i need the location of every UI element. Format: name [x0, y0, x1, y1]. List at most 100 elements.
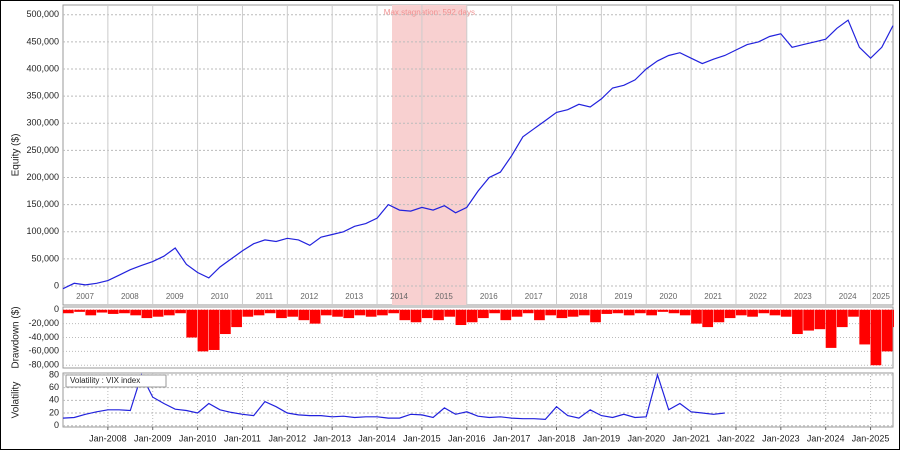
bar — [96, 309, 108, 313]
bar — [220, 309, 231, 335]
bar — [298, 309, 310, 321]
y-tick-label: -60,000 — [28, 346, 59, 356]
bar — [74, 309, 85, 312]
bar — [320, 309, 332, 316]
bar — [735, 309, 747, 316]
bar — [623, 309, 635, 316]
y-tick-label: 500,000 — [26, 9, 59, 19]
data-line — [62, 19, 894, 290]
bar — [478, 309, 489, 319]
bar — [421, 309, 433, 319]
bar — [332, 309, 343, 317]
bar — [713, 309, 725, 323]
legend-entry: Volatility : VIX index — [70, 376, 140, 385]
bar — [792, 309, 803, 335]
y-tick-label: 400,000 — [26, 63, 59, 73]
x-tick-label: Jan-2024 — [807, 433, 845, 443]
bar — [724, 309, 736, 319]
bar — [668, 309, 680, 314]
y-tick-label: 450,000 — [26, 36, 59, 46]
bar — [186, 309, 198, 338]
y-tick-label: 0 — [54, 304, 59, 314]
bar — [556, 309, 568, 319]
bar — [152, 309, 164, 317]
bar — [825, 309, 837, 348]
x-tick-label: Jan-2016 — [448, 433, 486, 443]
x-tick-label: Jan-2014 — [358, 433, 396, 443]
bar — [377, 309, 388, 316]
y-tick-label: 100,000 — [26, 226, 59, 236]
bar — [522, 309, 534, 314]
legend-box — [65, 374, 167, 388]
bar — [679, 309, 691, 316]
bar — [646, 309, 657, 316]
bar — [870, 309, 882, 366]
x-tick-label: 2012 — [300, 292, 318, 301]
bar — [107, 309, 119, 314]
x-tick-label: Jan-2015 — [403, 433, 441, 443]
plot-area — [62, 372, 894, 428]
bar — [119, 309, 130, 314]
bar — [893, 309, 894, 328]
x-tick-label: Jan-2010 — [179, 433, 217, 443]
x-tick-label: 2017 — [525, 292, 543, 301]
bar — [253, 309, 265, 316]
x-tick-label: Jan-2025 — [852, 433, 890, 443]
bar — [769, 309, 781, 316]
bar — [276, 309, 287, 319]
bar — [836, 309, 848, 328]
x-tick-label: 2018 — [570, 292, 588, 301]
bar — [635, 309, 646, 314]
bar — [657, 309, 669, 312]
bar — [612, 309, 624, 314]
x-tick-label: 2013 — [345, 292, 363, 301]
y-tick-label: 150,000 — [26, 199, 59, 209]
y-tick-label: 300,000 — [26, 118, 59, 128]
y-tick-label: 50,000 — [31, 253, 59, 263]
x-tick-label: Jan-2020 — [627, 433, 665, 443]
y-tick-label: -40,000 — [28, 332, 59, 342]
stagnation-region — [392, 5, 467, 305]
x-tick-label: 2021 — [704, 292, 722, 301]
bar — [758, 309, 770, 314]
y-tick-label: 80 — [49, 369, 59, 379]
bar — [197, 309, 209, 352]
bar — [264, 309, 276, 314]
y-tick-label: -20,000 — [28, 318, 59, 328]
y-tick-label: 0 — [54, 420, 59, 430]
x-tick-label: 2008 — [121, 292, 139, 301]
y-tick-label: 20 — [49, 407, 59, 417]
x-tick-label: Jan-2023 — [762, 433, 800, 443]
bar — [63, 309, 74, 314]
bar — [242, 309, 254, 317]
x-tick-label: 2023 — [794, 292, 812, 301]
bar — [500, 309, 512, 321]
x-tick-label: Jan-2019 — [583, 433, 621, 443]
bar — [567, 309, 579, 317]
bar — [859, 309, 871, 345]
x-tick-label: Jan-2009 — [134, 433, 172, 443]
bar — [208, 309, 220, 350]
bar — [343, 309, 355, 319]
data-line — [62, 372, 725, 421]
y-axis-title: Volatility — [11, 382, 22, 419]
y-tick-label: -80,000 — [28, 360, 59, 370]
bar — [702, 309, 714, 328]
bar — [388, 309, 399, 314]
bar — [489, 309, 500, 314]
bar — [455, 309, 467, 326]
bar — [433, 309, 444, 321]
bar — [163, 309, 175, 316]
bar — [545, 309, 557, 316]
y-tick-label: 350,000 — [26, 91, 59, 101]
bar — [691, 309, 702, 324]
bar — [534, 309, 545, 321]
y-axis-title: Drawdown ($) — [11, 306, 22, 368]
x-tick-label: Jan-2008 — [89, 433, 127, 443]
bar — [814, 309, 826, 330]
bar — [410, 309, 422, 323]
bar — [444, 309, 456, 317]
x-tick-label: 2022 — [749, 292, 767, 301]
bar — [848, 309, 859, 317]
